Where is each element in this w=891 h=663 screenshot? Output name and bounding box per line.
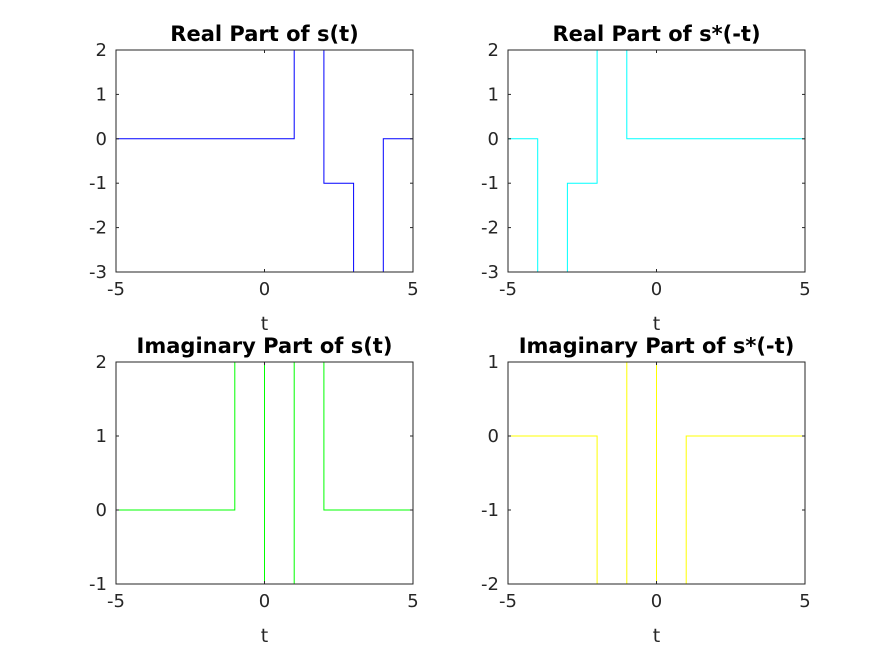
y-tick-label: 1 [488,352,499,373]
x-tick-label: 5 [407,279,418,300]
x-tick-label: -5 [107,279,125,300]
y-tick-label: -1 [481,173,499,194]
y-tick-label: 1 [96,84,107,105]
chart-title: Imaginary Part of s*(-t) [519,334,795,358]
x-axis-label: t [653,625,660,647]
subplot-1: -5 0 5 2 1 0 -1 -2 -3 t Real Part of s(t) [89,22,419,335]
y-tick-label: 0 [488,426,499,447]
plot-area [116,50,413,272]
y-tick-label: -3 [481,262,499,283]
x-tick-label: -5 [499,591,517,612]
series-line-1 [508,362,805,584]
chart-title: Imaginary Part of s(t) [137,334,393,358]
y-tick-label: 0 [488,129,499,150]
subplot-3: -5 0 5 2 1 0 -1 t Imaginary Part of s(t) [89,334,419,647]
y-tick-label: -1 [481,500,499,521]
y-tick-label: 1 [488,84,499,105]
y-tick-label: -2 [481,218,499,239]
x-tick-label: 0 [259,591,270,612]
x-axis-label: t [653,313,660,335]
y-tick-label: -1 [89,574,107,595]
x-axis-label: t [261,313,268,335]
y-tick-label: 0 [96,129,107,150]
subplot-2: -5 0 5 2 1 0 -1 -2 -3 t Real Part of s*(-t) [481,22,811,335]
y-tick-label: -3 [89,262,107,283]
series-line-1 [116,50,413,272]
x-tick-label: 0 [651,591,662,612]
x-tick-label: -5 [499,279,517,300]
y-tick-label: 0 [96,500,107,521]
x-tick-label: 5 [407,591,418,612]
x-axis-label: t [261,625,268,647]
y-tick-label: 1 [96,426,107,447]
x-tick-label: 5 [799,591,810,612]
x-tick-label: 5 [799,279,810,300]
y-tick-label: -2 [89,218,107,239]
series-line-1 [116,362,413,584]
y-tick-label: -2 [481,574,499,595]
y-tick-label: -1 [89,173,107,194]
x-tick-label: 0 [651,279,662,300]
chart-title: Real Part of s*(-t) [552,22,760,46]
y-tick-label: 2 [96,40,107,61]
series-line-1 [508,50,805,272]
plot-area [508,50,805,272]
x-tick-label: -5 [107,591,125,612]
chart-title: Real Part of s(t) [170,22,358,46]
x-tick-label: 0 [259,279,270,300]
y-tick-label: 2 [96,352,107,373]
y-tick-label: 2 [488,40,499,61]
